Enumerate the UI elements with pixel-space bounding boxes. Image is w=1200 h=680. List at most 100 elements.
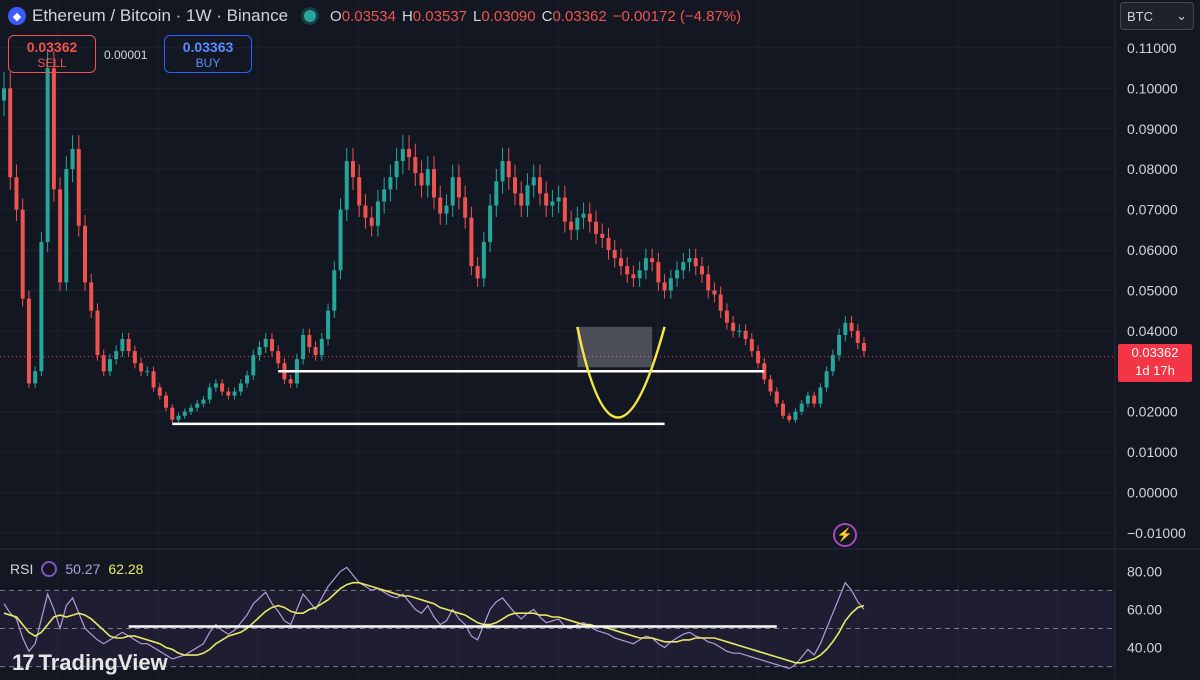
ohlc-item: O0.03534 [330,8,396,25]
candle-body [731,322,736,331]
price-tick-label: 0.11000 [1127,40,1177,56]
rsi-ma-line [3,581,865,664]
candle-body [76,148,81,226]
candle-body [107,359,112,372]
candle-body [182,411,187,416]
candle-body [606,237,611,251]
ohlc-value: 0.03090 [481,7,536,25]
candle-body [724,310,729,323]
candle-body [519,193,524,206]
ohlc-key: H [401,7,413,25]
candle-body [805,395,810,404]
tradingview-logo: 17 TradingView [12,650,168,676]
rsi-tick-label: 40.00 [1127,640,1162,656]
candle-body [662,282,667,291]
candle-body [531,177,536,186]
ohlc-value: −0.00172 (−4.87%) [612,7,742,25]
candle-body [625,266,630,275]
candle-body [693,258,698,267]
symbol-header[interactable]: ◆ Ethereum / Bitcoin · 1W · Binance O0.0… [8,4,741,28]
currency-select[interactable]: BTC ⌄ [1120,2,1194,30]
candle-body [506,161,511,178]
candle-body [344,161,349,210]
buy-button[interactable]: 0.03363 BUY [164,35,252,73]
price-tick-label: 0.02000 [1127,404,1178,420]
ohlc-values: O0.03534 H0.03537 L0.03090 C0.03362 −0.00172… [330,8,741,25]
buy-label: BUY [195,56,221,70]
ohlc-item: −0.00172 (−4.87%) [613,8,741,25]
tradingview-logo-icon: 17 [12,650,35,675]
candle-body [301,334,306,360]
candle-body [718,294,723,311]
buy-price: 0.03363 [182,39,234,55]
candle-body [812,395,817,404]
candle-body [855,330,860,344]
candle-body [544,193,549,206]
candle-body [114,351,119,360]
candle-body [326,310,331,339]
candle-body [245,375,250,384]
rsi-legend[interactable]: RSI 50.27 62.28 [10,561,143,577]
candle-body [637,270,642,279]
candle-body [83,225,88,283]
candle-body [126,338,131,352]
lightning-icon[interactable]: ⚡ [833,523,857,547]
candle-body [95,310,100,356]
candle-body [207,387,212,400]
ohlc-item: L0.03090 [473,8,536,25]
candle-body [438,197,443,214]
candle-body [120,338,125,352]
candle-body [51,68,56,190]
candle-body [793,411,798,420]
candle-body [188,407,193,412]
ohlc-key: L [473,7,482,25]
rsi-axis: 80.00 60.00 40.00 [1127,563,1162,655]
candle-body [618,258,623,267]
candle-body [151,371,156,388]
candle-body [525,185,530,206]
candle-body [699,266,704,275]
candle-body [425,169,430,186]
candle-body [643,258,648,271]
sell-button[interactable]: 0.03362 SELL [8,35,96,73]
ohlc-key: C [541,7,553,25]
candle-body [276,351,281,364]
candle-body [400,148,405,162]
candle-body [232,391,237,396]
price-tick-label: 0.05000 [1127,282,1178,298]
rsi-label: RSI [10,561,34,577]
candle-body [481,241,486,279]
candle-body [575,217,580,230]
candle-body [756,351,761,364]
candle-body [444,205,449,214]
candle-body [307,334,312,348]
candle-body [145,371,150,373]
candle-body [45,68,50,242]
cup-highlight-box [577,326,653,368]
last-price-value: 0.03362 [1131,345,1179,360]
spread-value: 0.00001 [104,48,148,62]
candle-body [687,258,692,263]
candle-body [39,241,44,372]
candle-body [382,189,387,202]
candle-body [2,88,6,101]
candle-body [432,169,436,198]
candle-body [513,177,518,194]
indicator-settings-icon[interactable] [41,561,58,577]
candle-body [20,209,25,299]
ethereum-icon: ◆ [8,7,26,25]
candle-body [363,205,368,218]
candle-body [14,177,19,210]
candle-body [774,391,779,404]
candle-body [220,383,225,392]
candle-body [369,217,374,226]
candle-body [675,270,680,279]
candle-body [475,266,480,279]
ohlc-value: 0.03537 [412,7,468,25]
candle-body [313,347,318,356]
candle-body [456,177,461,198]
candle-body [650,258,655,263]
price-axis: 0.11000 0.10000 0.09000 0.08000 0.07000 0.060… [1127,40,1186,541]
